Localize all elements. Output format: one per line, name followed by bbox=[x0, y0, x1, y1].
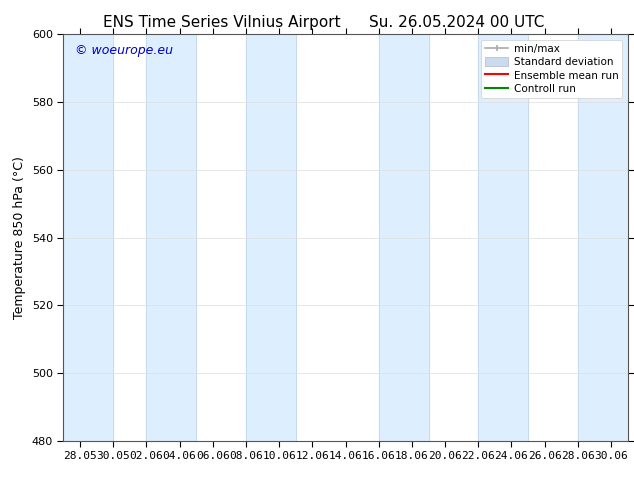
Bar bbox=[146, 34, 196, 441]
Text: Su. 26.05.2024 00 UTC: Su. 26.05.2024 00 UTC bbox=[369, 15, 544, 30]
Text: ENS Time Series Vilnius Airport: ENS Time Series Vilnius Airport bbox=[103, 15, 340, 30]
Bar bbox=[378, 34, 429, 441]
Bar bbox=[478, 34, 528, 441]
Bar bbox=[578, 34, 628, 441]
Y-axis label: Temperature 850 hPa (°C): Temperature 850 hPa (°C) bbox=[13, 156, 26, 319]
Bar bbox=[63, 34, 113, 441]
Legend: min/max, Standard deviation, Ensemble mean run, Controll run: min/max, Standard deviation, Ensemble me… bbox=[481, 40, 623, 98]
Text: © woeurope.eu: © woeurope.eu bbox=[75, 45, 172, 57]
Bar bbox=[246, 34, 295, 441]
